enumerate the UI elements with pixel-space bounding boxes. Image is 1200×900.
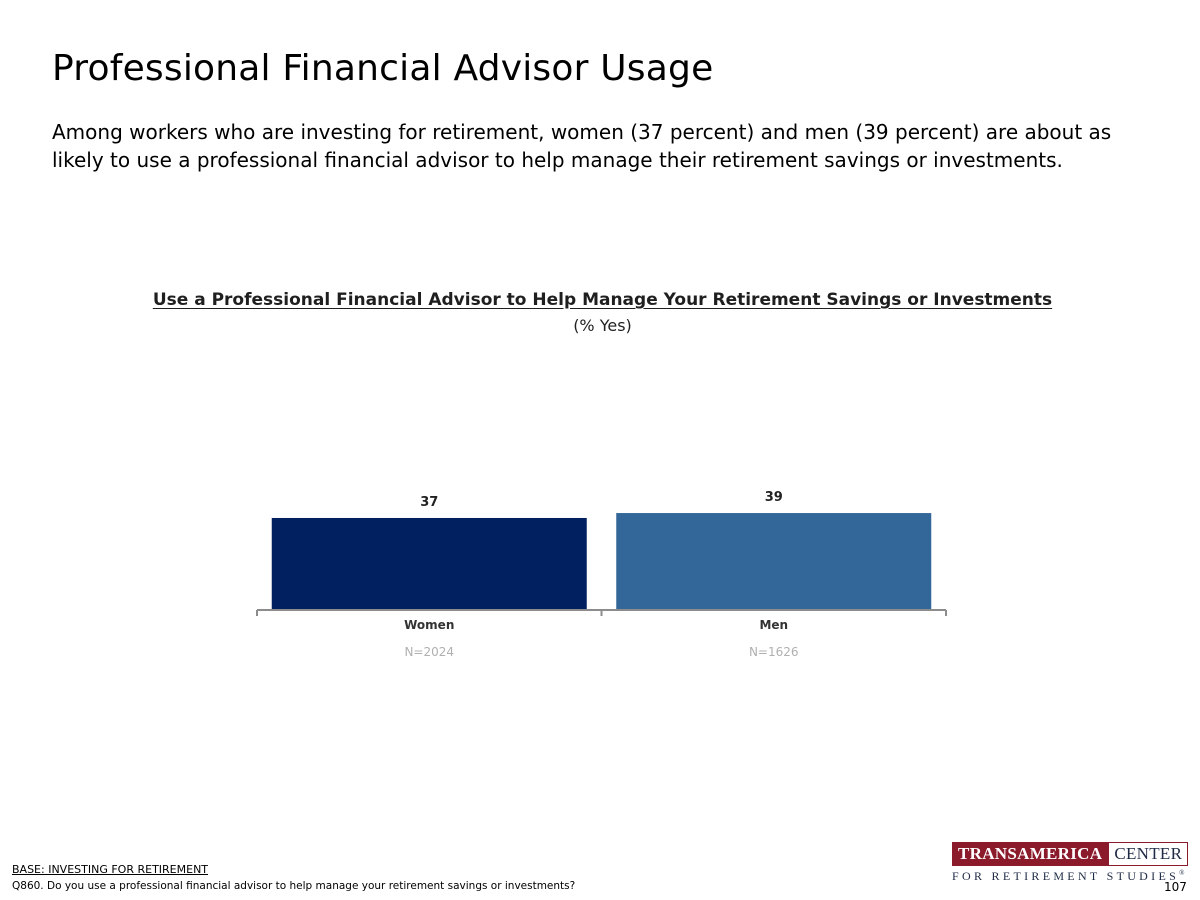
logo-word-center: CENTER: [1108, 842, 1189, 866]
footer-base: BASE: INVESTING FOR RETIREMENT: [12, 863, 209, 876]
chart-title: Use a Professional Financial Advisor to …: [0, 290, 1200, 310]
category-label: Men: [759, 618, 788, 632]
category-label: Women: [404, 618, 454, 632]
transamerica-logo: TRANSAMERICA CENTER FOR RETIREMENT STUDI…: [952, 842, 1189, 884]
page-number: 107: [1164, 880, 1187, 894]
sample-size-label: N=1626: [749, 645, 799, 659]
bar-women: [271, 517, 587, 609]
footer-question: Q860. Do you use a professional financia…: [12, 880, 576, 892]
logo-word-transamerica: TRANSAMERICA: [952, 842, 1109, 866]
intro-text: Among workers who are investing for reti…: [52, 120, 1112, 172]
sample-size-label: N=2024: [404, 645, 454, 659]
bar-men: [616, 513, 932, 609]
logo-tagline-text: FOR RETIREMENT STUDIES: [952, 869, 1180, 883]
chart-title-text: Use a Professional Financial Advisor to …: [152, 290, 1053, 310]
logo-registered-mark: ®: [1179, 869, 1185, 877]
page-title: Professional Financial Advisor Usage: [52, 48, 714, 89]
data-label: 39: [765, 490, 783, 505]
logo-tagline: FOR RETIREMENT STUDIES®: [952, 869, 1184, 884]
chart-subtitle: (% Yes): [573, 316, 632, 335]
data-label: 37: [420, 495, 438, 510]
